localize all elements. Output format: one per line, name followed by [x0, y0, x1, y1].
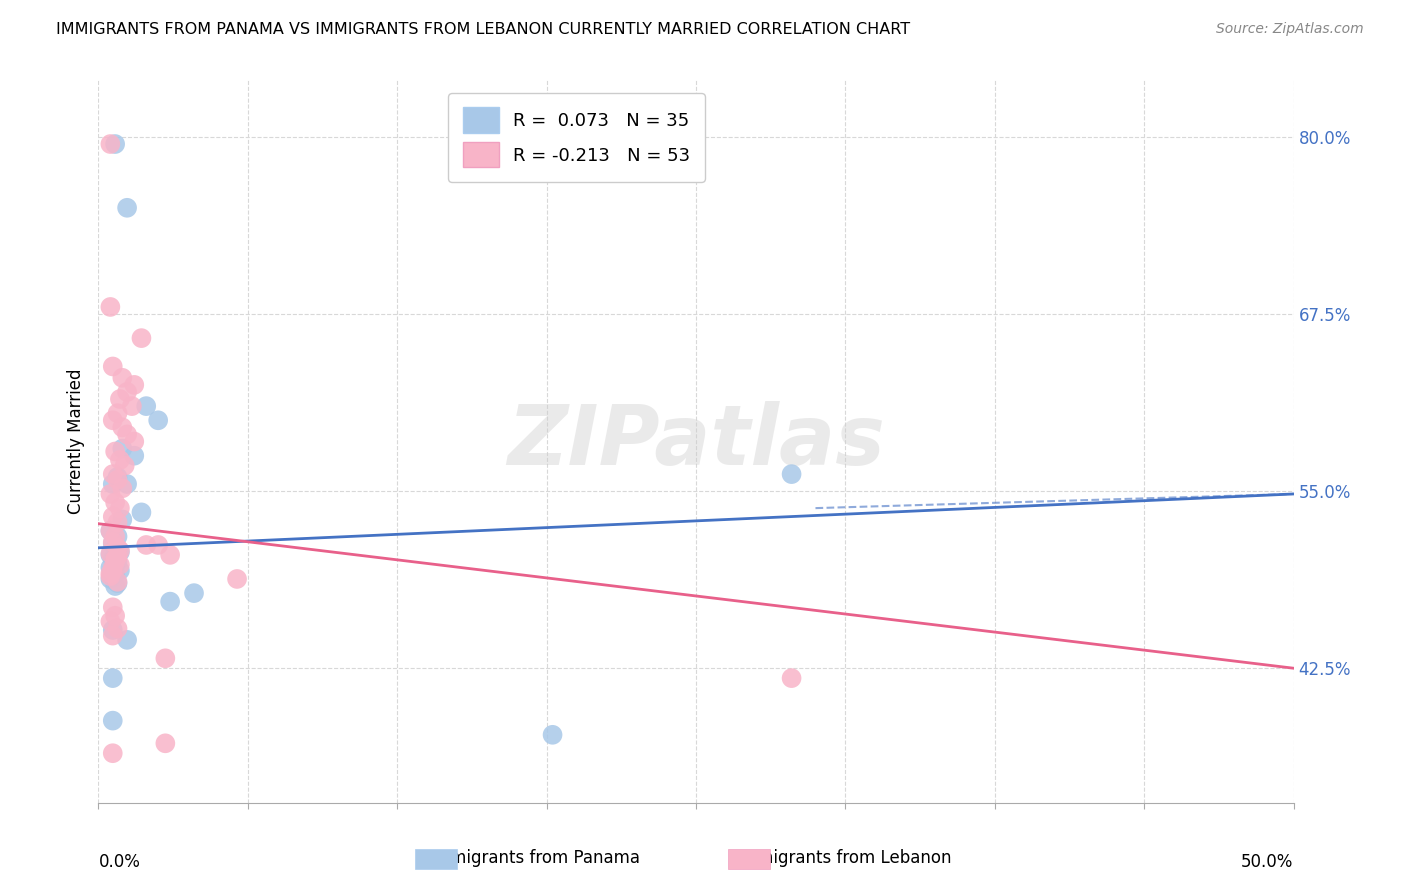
- Point: [111, 371, 134, 385]
- Point: [101, 359, 124, 374]
- Point: [124, 377, 146, 392]
- Point: [101, 509, 124, 524]
- Point: [107, 529, 129, 543]
- Point: [98, 569, 122, 583]
- Point: [98, 300, 122, 314]
- Point: [104, 136, 127, 151]
- Point: [108, 453, 131, 467]
- Point: [108, 501, 131, 516]
- Text: ZIPatlas: ZIPatlas: [508, 401, 884, 482]
- Point: [104, 495, 127, 509]
- Point: [780, 467, 803, 482]
- Point: [155, 736, 177, 750]
- Point: [121, 399, 143, 413]
- Point: [131, 331, 153, 345]
- Point: [98, 572, 122, 586]
- Point: [101, 477, 124, 491]
- Point: [108, 558, 131, 572]
- Text: Immigrants from Lebanon: Immigrants from Lebanon: [735, 849, 952, 867]
- Point: [159, 548, 181, 562]
- Point: [101, 623, 124, 637]
- Point: [115, 384, 138, 399]
- Point: [98, 546, 122, 560]
- Point: [107, 406, 129, 420]
- Point: [98, 560, 122, 574]
- Point: [101, 467, 124, 482]
- Point: [115, 632, 138, 647]
- Point: [107, 473, 129, 487]
- Point: [104, 541, 127, 555]
- Point: [98, 524, 122, 538]
- Point: [114, 458, 136, 473]
- Point: [115, 477, 138, 491]
- Point: [124, 449, 146, 463]
- Point: [104, 552, 127, 566]
- Point: [135, 538, 157, 552]
- Point: [104, 566, 127, 581]
- Point: [101, 535, 124, 549]
- Point: [98, 566, 122, 581]
- Point: [101, 714, 124, 728]
- Point: [107, 576, 129, 591]
- Text: 0.0%: 0.0%: [98, 854, 141, 871]
- Point: [111, 442, 134, 456]
- Point: [108, 543, 131, 558]
- Point: [183, 586, 205, 600]
- Point: [108, 392, 131, 406]
- Point: [101, 600, 124, 615]
- Point: [101, 552, 124, 566]
- Point: [98, 548, 122, 562]
- Point: [101, 629, 124, 643]
- Point: [104, 444, 127, 458]
- Point: [98, 487, 122, 501]
- Point: [111, 481, 134, 495]
- Point: [104, 529, 127, 543]
- Point: [107, 470, 129, 484]
- Legend: R =  0.073   N = 35, R = -0.213   N = 53: R = 0.073 N = 35, R = -0.213 N = 53: [449, 93, 704, 182]
- Point: [107, 541, 129, 555]
- Point: [111, 420, 134, 434]
- Point: [148, 413, 170, 427]
- Point: [148, 538, 170, 552]
- Text: Immigrants from Panama: Immigrants from Panama: [429, 849, 640, 867]
- Point: [780, 671, 803, 685]
- Point: [101, 569, 124, 583]
- Point: [98, 615, 122, 629]
- Point: [107, 574, 129, 589]
- Point: [101, 536, 124, 550]
- Point: [104, 608, 127, 623]
- Point: [107, 622, 129, 636]
- Point: [115, 201, 138, 215]
- Point: [104, 579, 127, 593]
- Point: [101, 413, 124, 427]
- Point: [101, 560, 124, 574]
- Point: [104, 555, 127, 569]
- Point: [226, 572, 249, 586]
- Point: [131, 505, 153, 519]
- Point: [155, 651, 177, 665]
- Point: [124, 434, 146, 449]
- Point: [159, 594, 181, 608]
- Point: [108, 545, 131, 559]
- Point: [101, 671, 124, 685]
- Point: [101, 564, 124, 578]
- Point: [115, 427, 138, 442]
- Text: Source: ZipAtlas.com: Source: ZipAtlas.com: [1216, 22, 1364, 37]
- Point: [135, 399, 157, 413]
- Point: [98, 524, 122, 538]
- Point: [107, 516, 129, 530]
- Text: 50.0%: 50.0%: [1241, 854, 1294, 871]
- Y-axis label: Currently Married: Currently Married: [66, 368, 84, 515]
- Point: [541, 728, 564, 742]
- Point: [107, 549, 129, 564]
- Point: [101, 746, 124, 760]
- Point: [111, 512, 134, 526]
- Point: [98, 136, 122, 151]
- Point: [108, 564, 131, 578]
- Text: IMMIGRANTS FROM PANAMA VS IMMIGRANTS FROM LEBANON CURRENTLY MARRIED CORRELATION : IMMIGRANTS FROM PANAMA VS IMMIGRANTS FRO…: [56, 22, 910, 37]
- Point: [104, 558, 127, 572]
- Point: [107, 555, 129, 569]
